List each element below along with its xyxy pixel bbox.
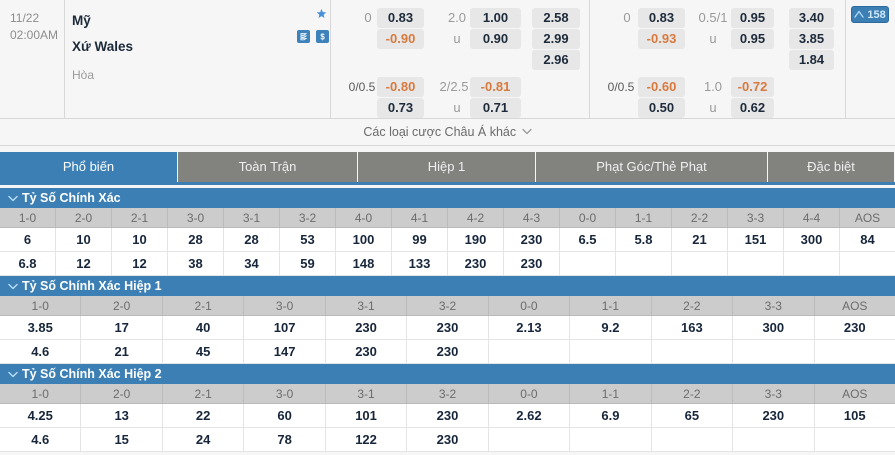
svg-text:$: $ [320, 32, 325, 41]
